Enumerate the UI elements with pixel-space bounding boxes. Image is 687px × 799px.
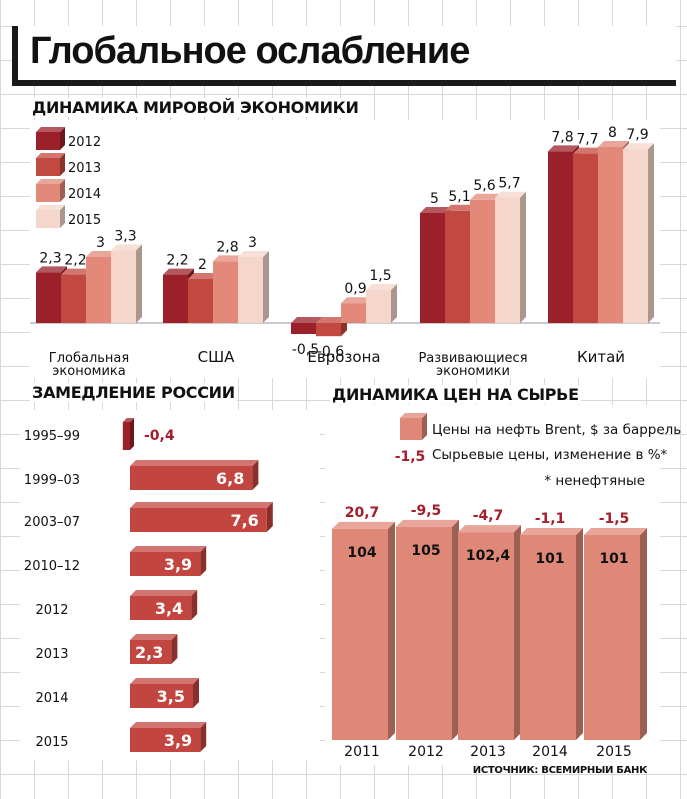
prices-footnote: * ненефтяные — [544, 473, 645, 489]
prices-bar-2012 — [396, 519, 459, 740]
title-frame — [12, 26, 676, 86]
world-value-label: 3,3 — [114, 228, 136, 244]
russia-category-label: 2010–12 — [24, 559, 80, 574]
world-value-label: 2,3 — [39, 250, 61, 266]
prices-legend-change: Сырьевые цены, изменение в %* — [432, 447, 668, 463]
world-value-label: 5 — [430, 191, 439, 207]
oil-price-label: 105 — [411, 543, 440, 559]
commodity-change-label: -4,7 — [473, 508, 504, 524]
world-bar-2-2013 — [316, 317, 347, 337]
russia-value-label: 3,9 — [164, 731, 192, 750]
russia-category-label: 2013 — [35, 647, 68, 662]
world-category-label: Еврозона — [307, 348, 380, 366]
russia-chart-title: ЗАМЕДЛЕНИЕ РОССИИ — [30, 383, 237, 402]
world-value-label: 2,8 — [216, 239, 238, 255]
russia-bar-2 — [130, 502, 273, 532]
russia-value-label: 3,9 — [164, 555, 192, 574]
russia-category-label: 2014 — [35, 691, 68, 706]
world-chart-title: ДИНАМИКА МИРОВОЙ ЭКОНОМИКИ — [30, 98, 361, 117]
world-value-label: 5,1 — [448, 189, 470, 205]
world-value-label: 7,7 — [576, 132, 598, 148]
world-bar-0-2015 — [111, 244, 142, 323]
russia-category-label: 2003–07 — [24, 515, 80, 530]
prices-year-label: 2011 — [344, 744, 380, 760]
russia-value-label: 2,3 — [135, 643, 163, 662]
commodity-change-label: -1,1 — [535, 511, 566, 527]
world-bar-3-2015 — [495, 191, 526, 323]
prices-bar-2013 — [458, 525, 521, 740]
world-value-label: 7,8 — [551, 129, 573, 145]
page-title: Глобальное ослабление — [30, 30, 470, 72]
commodity-change-label: -1,5 — [599, 511, 630, 527]
legend-label-2014: 2014 — [68, 187, 101, 202]
prices-legend-oil: Цены на нефть Brent, $ за баррель — [432, 422, 681, 438]
prices-bar-2014 — [520, 527, 583, 740]
legend-swatch-2013 — [36, 153, 65, 176]
world-category-label: Глобальная — [49, 351, 129, 366]
world-value-label: 5,7 — [498, 176, 520, 192]
russia-value-label: 6,8 — [216, 469, 244, 488]
russia-value-label: 3,4 — [155, 599, 183, 618]
russia-bar-5 — [130, 634, 178, 664]
commodity-change-label: -9,5 — [411, 503, 442, 519]
world-bar-4-2015 — [623, 143, 654, 323]
russia-value-label: 3,5 — [157, 687, 185, 706]
world-value-label: 2,2 — [64, 253, 86, 269]
world-value-label: 0,9 — [344, 281, 366, 297]
russia-category-label: 2012 — [35, 603, 68, 618]
world-category-label: экономики — [436, 364, 510, 379]
russia-category-label: 1999–03 — [24, 473, 80, 488]
prices-chart-title: ДИНАМИКА ЦЕН НА СЫРЬЕ — [330, 385, 581, 404]
world-bar-2-2015 — [366, 284, 397, 323]
world-value-label: 8 — [608, 125, 617, 141]
legend-swatch-2015 — [36, 205, 65, 228]
world-value-label: 1,5 — [369, 268, 391, 284]
russia-value-label: 7,6 — [230, 511, 258, 530]
prices-year-label: 2015 — [596, 744, 632, 760]
russia-bar-6 — [130, 678, 199, 708]
world-category-label: Развивающиеся — [418, 351, 527, 366]
world-value-label: 7,9 — [626, 127, 648, 143]
world-value-label: -0,6 — [317, 344, 344, 360]
prices-year-label: 2012 — [408, 744, 444, 760]
prices-year-label: 2014 — [532, 744, 568, 760]
source-note: ИСТОЧНИК: ВСЕМИРНЫЙ БАНК — [472, 765, 648, 776]
oil-price-label: 101 — [535, 551, 564, 567]
prices-bar-2011 — [332, 521, 395, 740]
world-category-label: США — [198, 348, 236, 366]
world-category-label: экономика — [52, 364, 125, 379]
world-value-label: 2 — [198, 257, 207, 273]
prices-legend-marker: -1,5 — [395, 449, 426, 465]
russia-bar-7 — [130, 722, 207, 752]
prices-year-label: 2013 — [470, 744, 506, 760]
legend-swatch-2012 — [36, 127, 65, 150]
oil-price-label: 101 — [599, 551, 628, 567]
world-value-label: -0,5 — [292, 342, 319, 358]
world-value-label: 3 — [96, 235, 105, 251]
russia-bar-3 — [130, 546, 207, 576]
legend-label-2013: 2013 — [68, 161, 101, 176]
commodity-change-label: 20,7 — [345, 505, 380, 521]
legend-label-2012: 2012 — [68, 135, 101, 150]
russia-bar-0 — [122, 418, 134, 450]
legend-label-2015: 2015 — [68, 213, 101, 228]
world-bar-1-2015 — [238, 251, 269, 323]
world-value-label: 3 — [248, 235, 257, 251]
russia-bar-1 — [130, 460, 259, 490]
world-value-label: 2,2 — [166, 253, 188, 269]
prices-legend-swatch — [400, 413, 427, 440]
prices-bar-2015 — [584, 527, 647, 740]
oil-price-label: 102,4 — [466, 548, 511, 564]
oil-price-label: 104 — [347, 545, 376, 561]
russia-value-label: -0,4 — [144, 428, 175, 444]
russia-bar-4 — [130, 590, 198, 620]
world-category-label: Китай — [577, 348, 625, 366]
russia-category-label: 2015 — [35, 735, 68, 750]
world-value-label: 5,6 — [473, 178, 495, 194]
russia-category-label: 1995–99 — [24, 429, 80, 444]
legend-swatch-2014 — [36, 179, 65, 202]
